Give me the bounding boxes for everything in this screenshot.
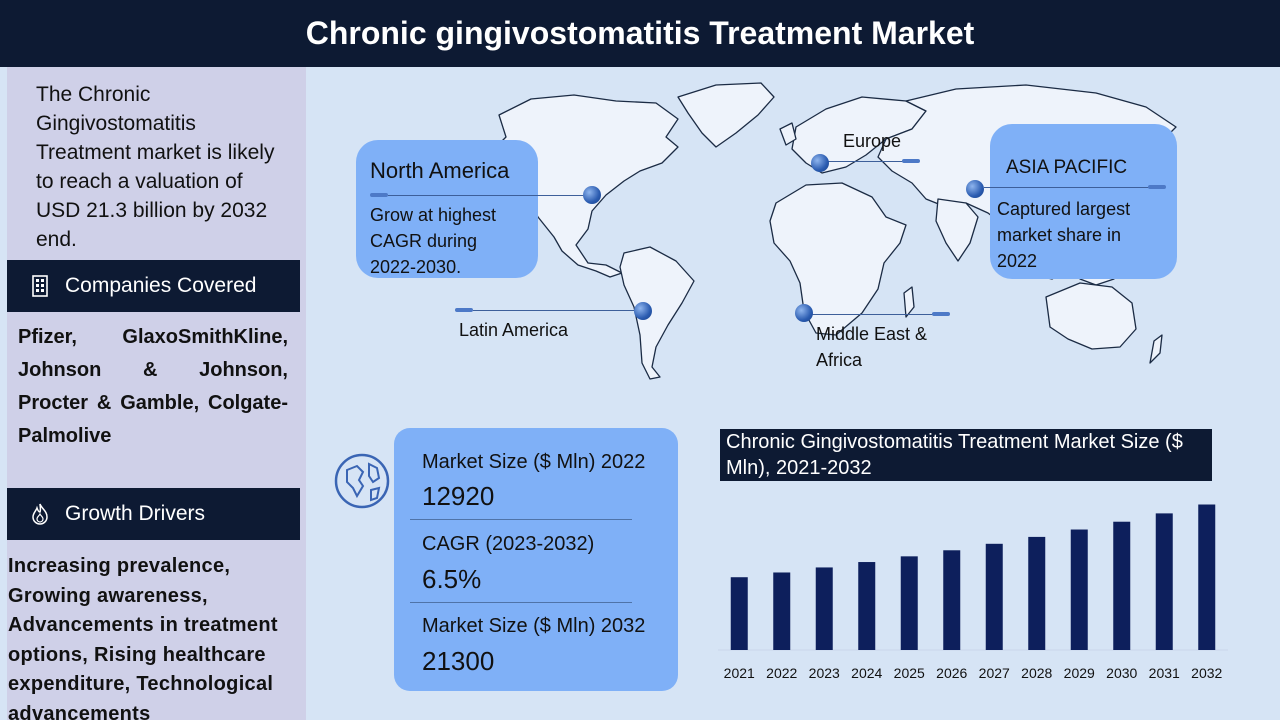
latin-america-leader [473, 310, 635, 311]
mea-marker [795, 304, 813, 322]
bar-2022 [773, 572, 791, 650]
companies-title: Companies Covered [65, 274, 257, 297]
mea-leader [812, 314, 936, 315]
latin-america-title: Latin America [459, 320, 569, 340]
market-size-2032-value: 21300 [422, 646, 495, 676]
north-america-desc: Grow at highest CAGR during 2022-2030. [370, 205, 497, 277]
market-size-2022-label: Market Size ($ Mln) 2022 [422, 451, 646, 473]
x-tick-label: 2024 [851, 665, 882, 681]
x-tick-label: 2025 [894, 665, 925, 681]
north-america-box [356, 140, 538, 278]
drivers-title: Growth Drivers [65, 502, 206, 525]
bar-2030 [1113, 521, 1131, 650]
mea-leader-cap [932, 312, 950, 316]
market-size-2022-value: 12920 [422, 481, 495, 511]
companies-header: Companies Covered [7, 260, 300, 312]
bar-2024 [858, 562, 876, 650]
building-icon [29, 275, 51, 297]
flame-icon [29, 503, 51, 525]
page-title: Chronic gingivostomatitis Treatment Mark… [0, 0, 1280, 67]
europe-leader [828, 161, 916, 162]
x-tick-label: 2027 [979, 665, 1010, 681]
bar-chart: 2021 2022 2023 2024 2025 2026 2027 2028 2029 2030… [718, 504, 1228, 681]
north-america-leader [388, 195, 592, 196]
x-tick-label: 2028 [1021, 665, 1052, 681]
north-america-title: North America [370, 158, 510, 183]
intro-text: The Chronic Gingivostomatitis Treatment … [36, 83, 275, 251]
asia-pacific-marker [966, 180, 984, 198]
bar-2021 [730, 577, 748, 650]
market-size-2032-label: Market Size ($ Mln) 2032 [422, 615, 646, 637]
bar-2029 [1070, 529, 1088, 650]
bar-2028 [1028, 536, 1046, 650]
europe-leader-cap [902, 159, 920, 163]
stats-divider [410, 602, 632, 603]
x-tick-label: 2031 [1149, 665, 1180, 681]
asia-pacific-box [990, 124, 1177, 279]
chart-title: Chronic Gingivostomatitis Treatment Mark… [720, 429, 1212, 481]
x-tick-label: 2030 [1106, 665, 1137, 681]
bar-2032 [1198, 504, 1216, 650]
asia-pacific-desc: Captured largest market share in 2022 [997, 199, 1131, 271]
stats-box [394, 428, 678, 691]
bar-2031 [1155, 513, 1173, 650]
bar-2027 [985, 543, 1003, 650]
globe-icon [334, 453, 390, 509]
asia-pacific-leader-cap [1148, 185, 1166, 189]
x-tick-label: 2022 [766, 665, 797, 681]
cagr-value: 6.5% [422, 564, 482, 594]
asia-pacific-title: ASIA PACIFIC [1006, 157, 1128, 178]
x-tick-label: 2021 [724, 665, 755, 681]
drivers-list: Increasing prevalence, Growing awareness… [8, 555, 278, 720]
bar-2025 [900, 556, 918, 650]
europe-title: Europe [843, 131, 902, 151]
bar-2026 [943, 550, 961, 650]
x-tick-label: 2023 [809, 665, 840, 681]
cagr-label: CAGR (2023-2032) [422, 533, 595, 555]
stats-divider [410, 519, 632, 520]
north-america-leader-cap [370, 193, 388, 197]
bar-2023 [815, 567, 833, 650]
asia-pacific-leader [984, 187, 1152, 188]
north-america-marker [583, 186, 601, 204]
x-tick-label: 2029 [1064, 665, 1095, 681]
latin-america-marker [634, 302, 652, 320]
companies-list: Pfizer, GlaxoSmithKline, Johnson & Johns… [18, 326, 288, 447]
x-tick-label: 2032 [1191, 665, 1222, 681]
mea-title: Middle East & Africa [816, 324, 928, 370]
drivers-header: Growth Drivers [7, 488, 300, 540]
x-tick-label: 2026 [936, 665, 967, 681]
latin-america-leader-cap [455, 308, 473, 312]
left-panel [7, 67, 306, 720]
europe-marker [811, 154, 829, 172]
